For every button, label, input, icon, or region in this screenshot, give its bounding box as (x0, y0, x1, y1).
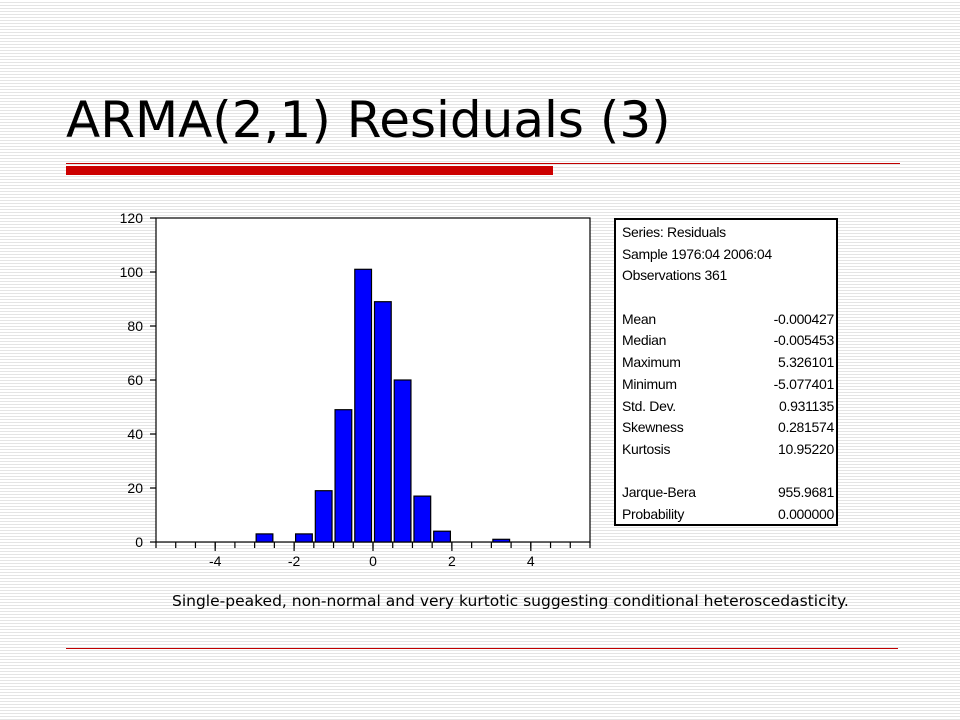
stat-row-skewness: Skewness 0.281574 (622, 417, 836, 439)
stat-label: Kurtosis (622, 440, 671, 457)
stats-spacer (622, 287, 836, 309)
stat-row-kurtosis: Kurtosis 10.95220 (622, 439, 836, 461)
stat-value: 10.95220 (778, 440, 834, 457)
x-tick-label: 2 (448, 553, 456, 569)
histogram-bar (373, 301, 392, 543)
histogram-bar (294, 533, 313, 543)
stat-row-jarque-bera: Jarque-Bera 955.9681 (622, 482, 836, 504)
y-tick-label: 80 (127, 318, 143, 334)
stat-label: Jarque-Bera (622, 484, 696, 501)
histogram-bar (334, 409, 353, 543)
stats-sample: Sample 1976:04 2006:04 (622, 245, 772, 262)
y-tick-label: 0 (135, 534, 143, 550)
histogram-bar (393, 379, 412, 543)
stat-value: -0.000427 (773, 310, 835, 327)
stat-value: -0.005453 (773, 332, 835, 349)
stat-label: Std. Dev. (622, 397, 676, 414)
title-underline-thick (66, 166, 553, 175)
histogram-bar (413, 495, 432, 543)
stat-row-mean: Mean -0.000427 (622, 309, 836, 331)
y-tick-label: 100 (120, 264, 144, 280)
stat-value: 5.326101 (778, 354, 834, 371)
stat-value: -5.077401 (773, 375, 835, 392)
histogram-bar (354, 268, 373, 543)
stat-value: 0.281574 (778, 419, 834, 436)
stats-spacer (622, 461, 836, 483)
stat-row-median: Median -0.005453 (622, 330, 836, 352)
slide-title: ARMA(2,1) Residuals (3) (66, 91, 671, 149)
stat-label: Mean (622, 310, 656, 327)
stat-row-maximum: Maximum 5.326101 (622, 352, 836, 374)
stat-label: Median (622, 332, 667, 349)
stat-label: Probability (622, 505, 685, 522)
stat-label: Maximum (622, 354, 681, 371)
title-underline-thin (66, 163, 900, 164)
plot-frame (155, 217, 591, 543)
y-tick-label: 40 (127, 426, 143, 442)
residuals-histogram: 0 20 40 60 80 100 120 -4 -2 0 2 4 (120, 210, 591, 569)
stats-series: Series: Residuals (622, 224, 726, 240)
stat-label: Minimum (622, 375, 677, 392)
histogram-bar (255, 533, 274, 543)
stat-value: 0.931135 (779, 397, 834, 414)
stat-row-probability: Probability 0.000000 (622, 504, 836, 526)
x-tick-label: -2 (288, 553, 301, 569)
x-tick-label: 0 (369, 553, 377, 569)
x-tick-label: 4 (527, 553, 535, 569)
histogram-bar (314, 490, 333, 543)
stat-value: 0.000000 (778, 505, 834, 522)
y-tick-label: 120 (120, 210, 144, 226)
bottom-rule (66, 648, 898, 649)
x-tick-label: -4 (209, 553, 222, 569)
histogram-bar (492, 538, 511, 543)
stat-row-minimum: Minimum -5.077401 (622, 374, 836, 396)
stats-observations: Observations 361 (622, 267, 727, 284)
histogram-bar (433, 530, 452, 543)
y-tick-label: 20 (127, 480, 143, 496)
stat-value: 955.9681 (778, 484, 834, 501)
summary-statistics-box: Series: Residuals Sample 1976:04 2006:04… (614, 218, 838, 526)
stat-row-std-dev: Std. Dev. 0.931135 (622, 396, 836, 418)
slide-caption: Single-peaked, non-normal and very kurto… (172, 592, 849, 610)
y-tick-label: 60 (127, 372, 143, 388)
stat-label: Skewness (622, 419, 684, 436)
